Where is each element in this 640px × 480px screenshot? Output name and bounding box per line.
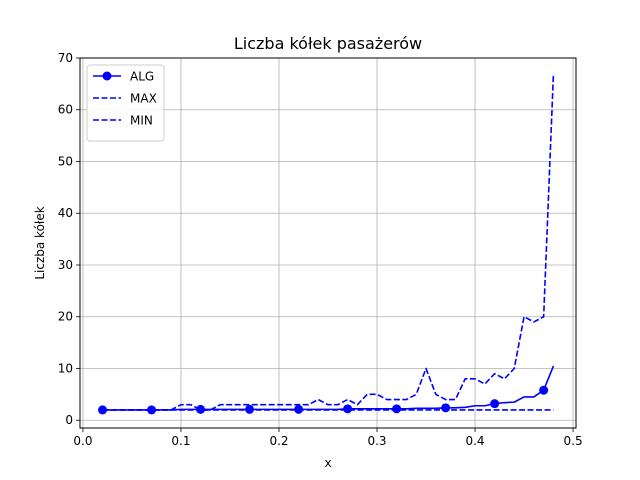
series-alg-point	[147, 405, 157, 415]
series-alg-point	[490, 399, 500, 409]
y-tick-label: 40	[58, 206, 73, 220]
x-tick-label: 0.5	[564, 434, 583, 448]
legend: ALG MAX MIN	[86, 64, 165, 142]
y-tick-label: 10	[58, 361, 73, 375]
series-alg-point	[98, 405, 108, 415]
y-tick-label: 60	[58, 103, 73, 117]
series-alg-point	[539, 385, 549, 395]
y-tick-label: 70	[58, 51, 73, 65]
y-tick-label: 0	[65, 413, 73, 427]
chart-title: Liczba kółek pasażerów	[234, 34, 422, 53]
plot-frame	[79, 57, 577, 429]
x-tick-label: 0.3	[367, 434, 386, 448]
x-tick-label: 0.1	[171, 434, 190, 448]
x-tick-label: 0.4	[465, 434, 484, 448]
x-axis-label: x	[324, 456, 331, 470]
legend-label-max: MAX	[130, 92, 157, 106]
y-axis-label: Liczba kółek	[33, 206, 47, 279]
series-layer	[98, 73, 555, 415]
series-alg-point	[441, 403, 451, 413]
series-alg-point	[343, 404, 353, 414]
y-tick-label: 30	[58, 258, 73, 272]
x-axis: 0.0 0.1 0.2 0.3 0.4 0.5	[73, 428, 583, 448]
y-axis: 0 10 20 30 40 50 60 70	[58, 51, 80, 427]
legend-label-min: MIN	[130, 114, 153, 128]
x-tick-label: 0.2	[269, 434, 288, 448]
x-tick-label: 0.0	[73, 434, 92, 448]
y-tick-label: 50	[58, 154, 73, 168]
series-max-line	[102, 73, 555, 411]
legend-marker-alg	[102, 71, 112, 81]
legend-label-alg: ALG	[130, 70, 154, 84]
series-alg-point	[392, 404, 402, 414]
y-tick-label: 20	[58, 310, 73, 324]
legend-box	[86, 64, 165, 142]
